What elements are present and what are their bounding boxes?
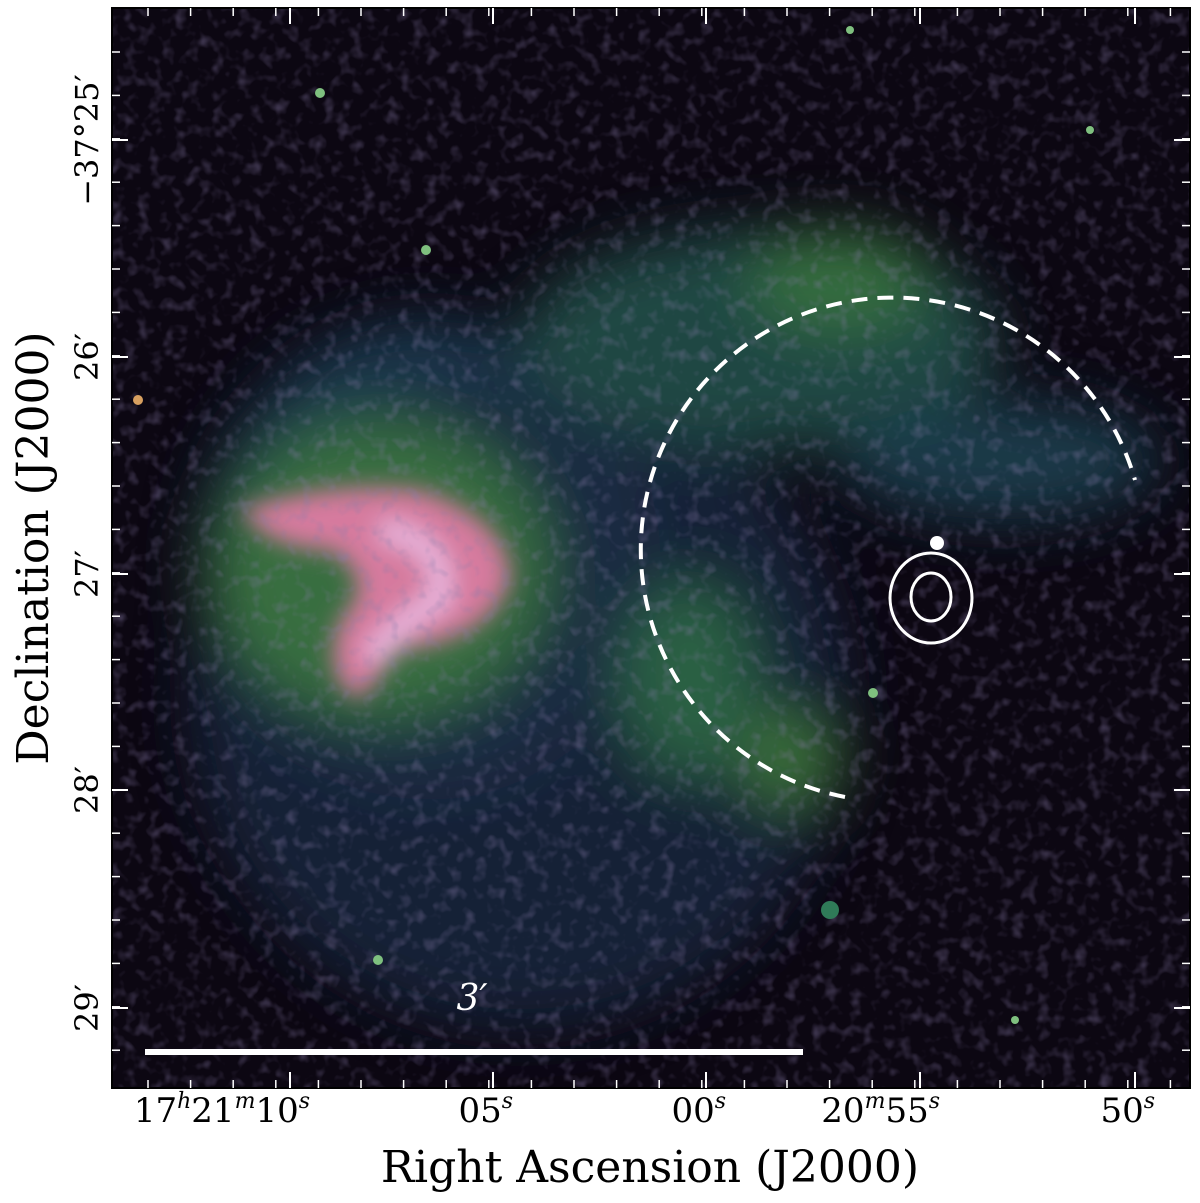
dashed-arc	[638, 295, 1137, 799]
ticks	[112, 8, 1190, 1088]
x-tick-label: 50s​	[1100, 1089, 1155, 1131]
tick-text: 21	[191, 1091, 234, 1131]
x-axis-label: Right Ascension (J2000)	[381, 1142, 919, 1193]
x-tick-label: 05s​	[458, 1089, 513, 1131]
sky-image: 3′	[112, 8, 1190, 1088]
tick-text: 00	[671, 1091, 714, 1131]
tick-sup: s	[502, 1089, 513, 1114]
y-axis-label: Declination (J2000)	[8, 331, 59, 764]
tick-sup: m	[235, 1089, 256, 1114]
x-tick-label: 00s​	[671, 1089, 726, 1131]
tick-text: 17	[134, 1091, 177, 1131]
y-tick-label: 27′	[68, 550, 106, 598]
contour	[888, 551, 974, 645]
y-tick-label: −37°25′	[68, 74, 106, 206]
frame	[111, 7, 1191, 1089]
y-tick-label: 28′	[68, 766, 106, 814]
tick-sup: m	[865, 1089, 886, 1114]
scale-bar-label: 3′	[456, 978, 487, 1019]
tick-sup: s	[1144, 1089, 1155, 1114]
tick-sup: s	[929, 1089, 940, 1114]
tick-text: 50	[1100, 1091, 1143, 1131]
tick-text: 20	[821, 1091, 864, 1131]
tick-sup: s	[299, 1089, 310, 1114]
tick-text: 10	[255, 1091, 298, 1131]
tick-sup: s	[715, 1089, 726, 1114]
y-tick-label: 29′	[68, 984, 106, 1032]
tick-text: 55	[885, 1091, 928, 1131]
x-tick-label: 17h​21m​10s​	[134, 1089, 310, 1131]
y-tick-label: 26′	[68, 333, 106, 381]
tick-text: 05	[458, 1091, 501, 1131]
tick-sup: h	[177, 1089, 191, 1114]
contour	[909, 571, 953, 623]
point-source	[930, 536, 944, 550]
x-tick-label: 20m​55s​	[821, 1089, 940, 1131]
